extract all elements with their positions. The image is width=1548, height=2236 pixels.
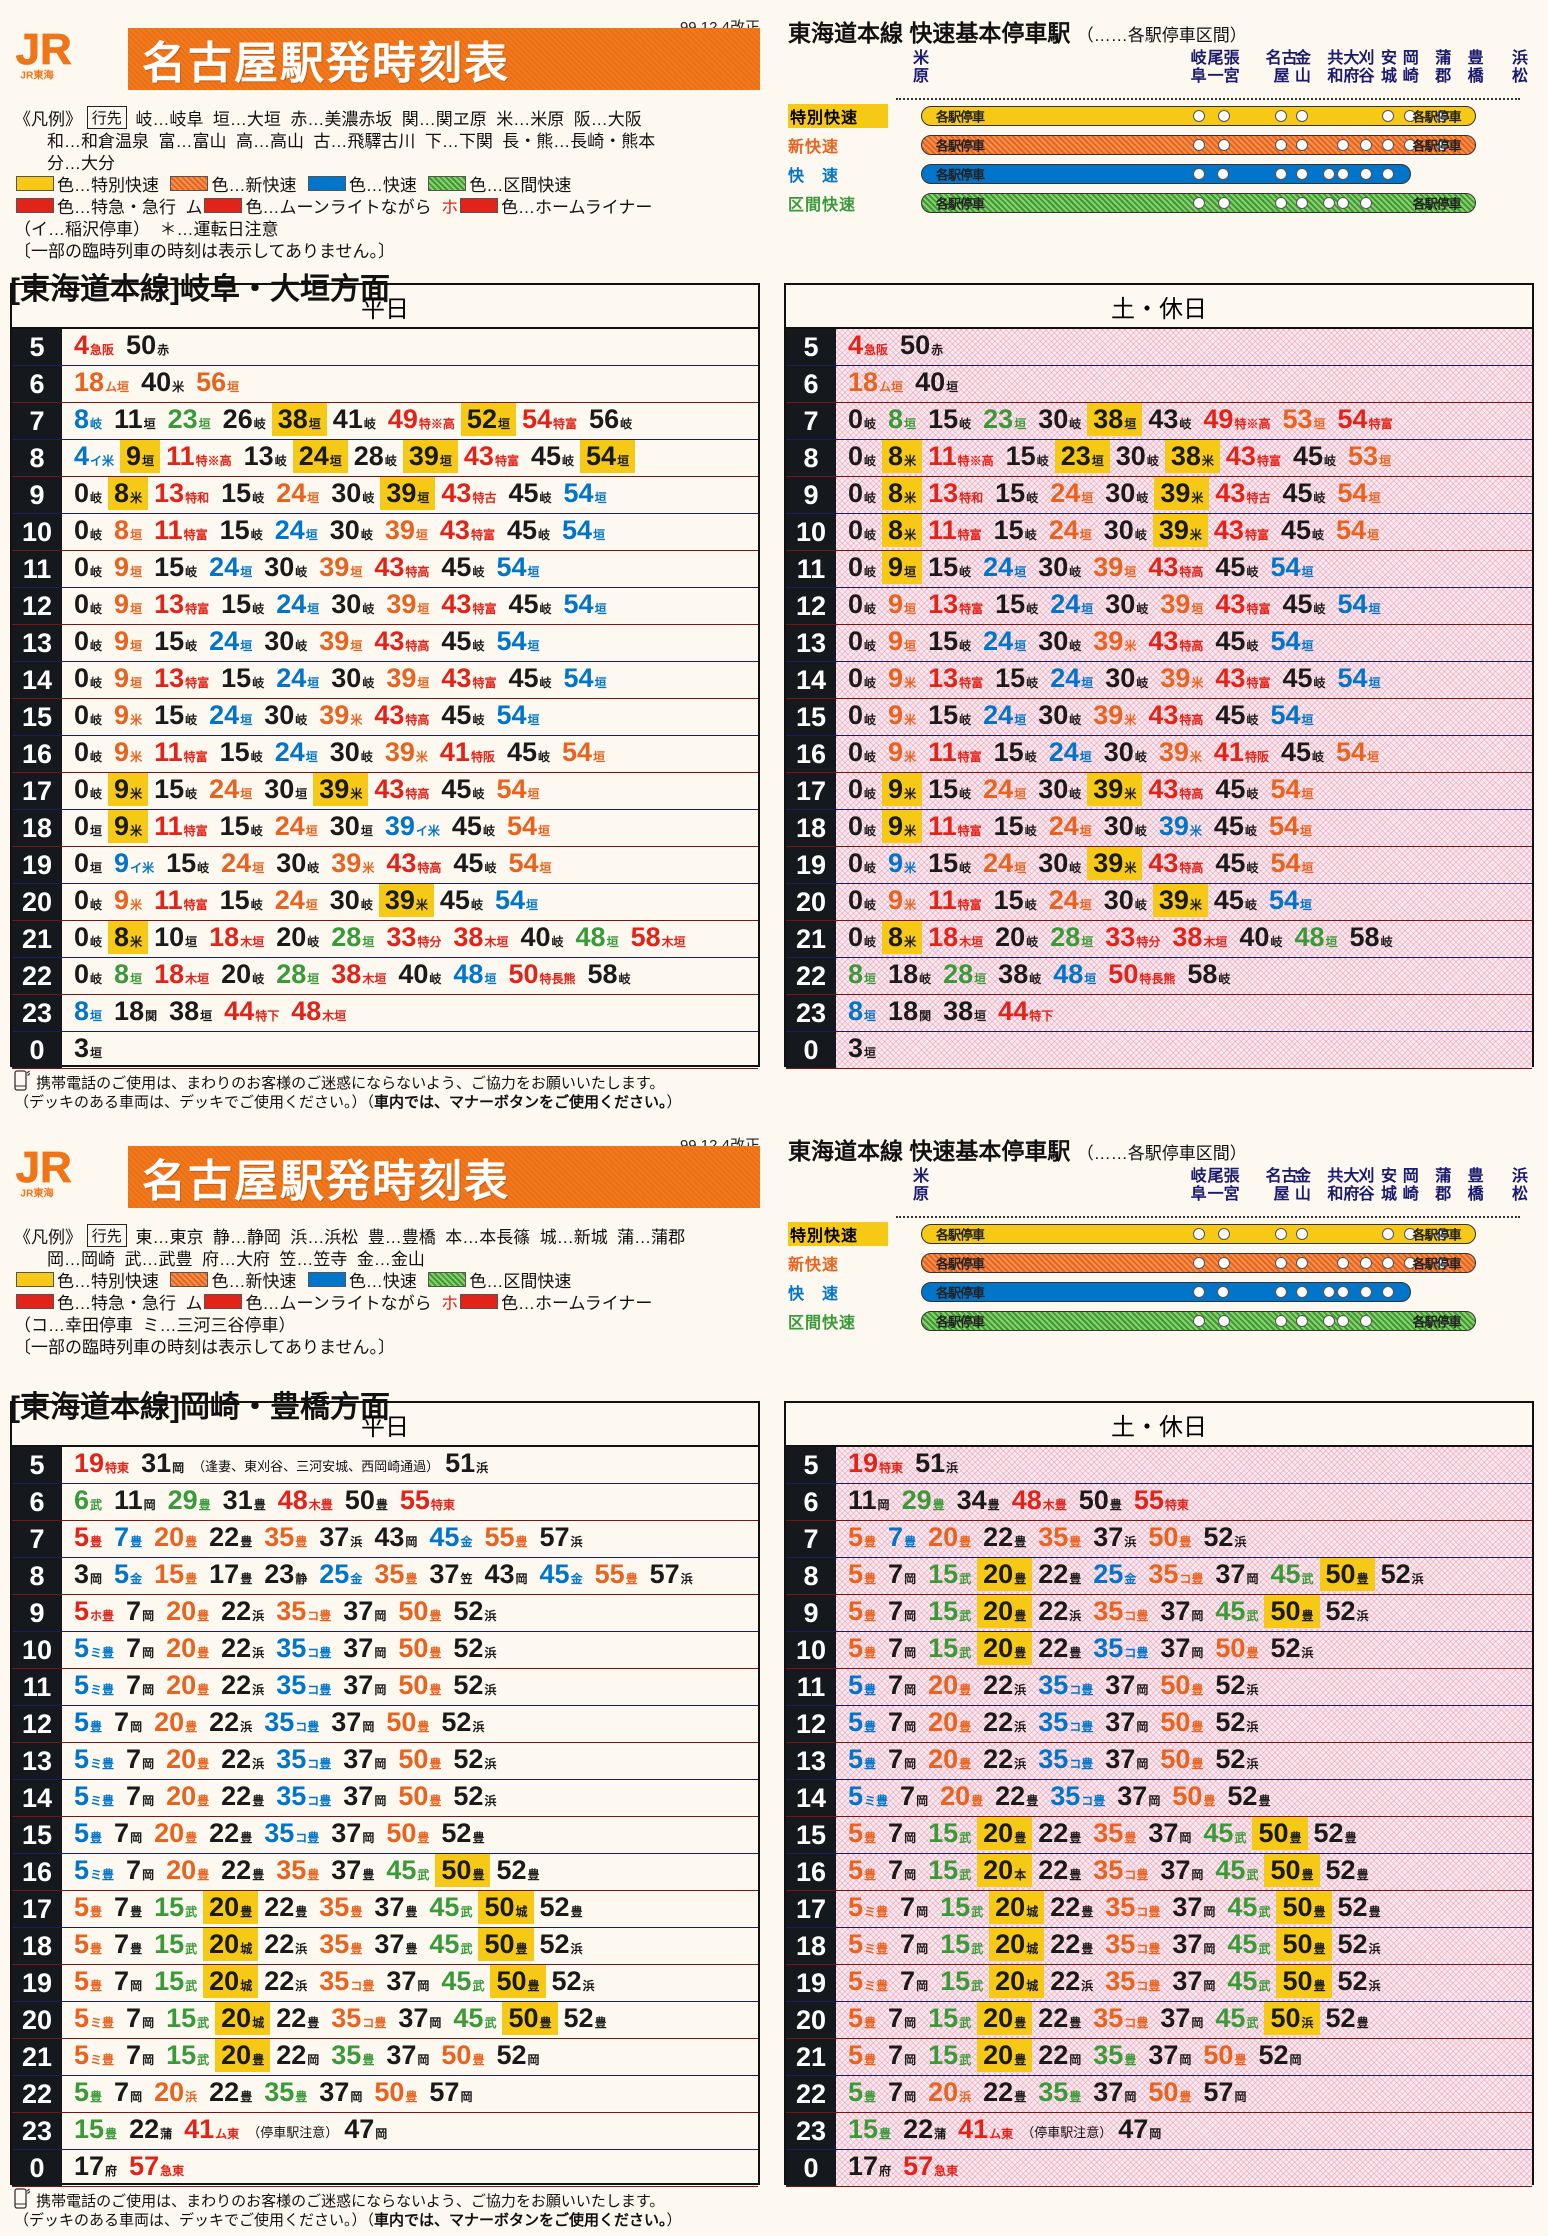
svg-text:JR東海: JR東海	[20, 68, 54, 81]
svg-text:JR: JR	[16, 28, 72, 74]
svg-text:JR: JR	[16, 1146, 72, 1192]
svg-text:JR東海: JR東海	[20, 1186, 54, 1199]
